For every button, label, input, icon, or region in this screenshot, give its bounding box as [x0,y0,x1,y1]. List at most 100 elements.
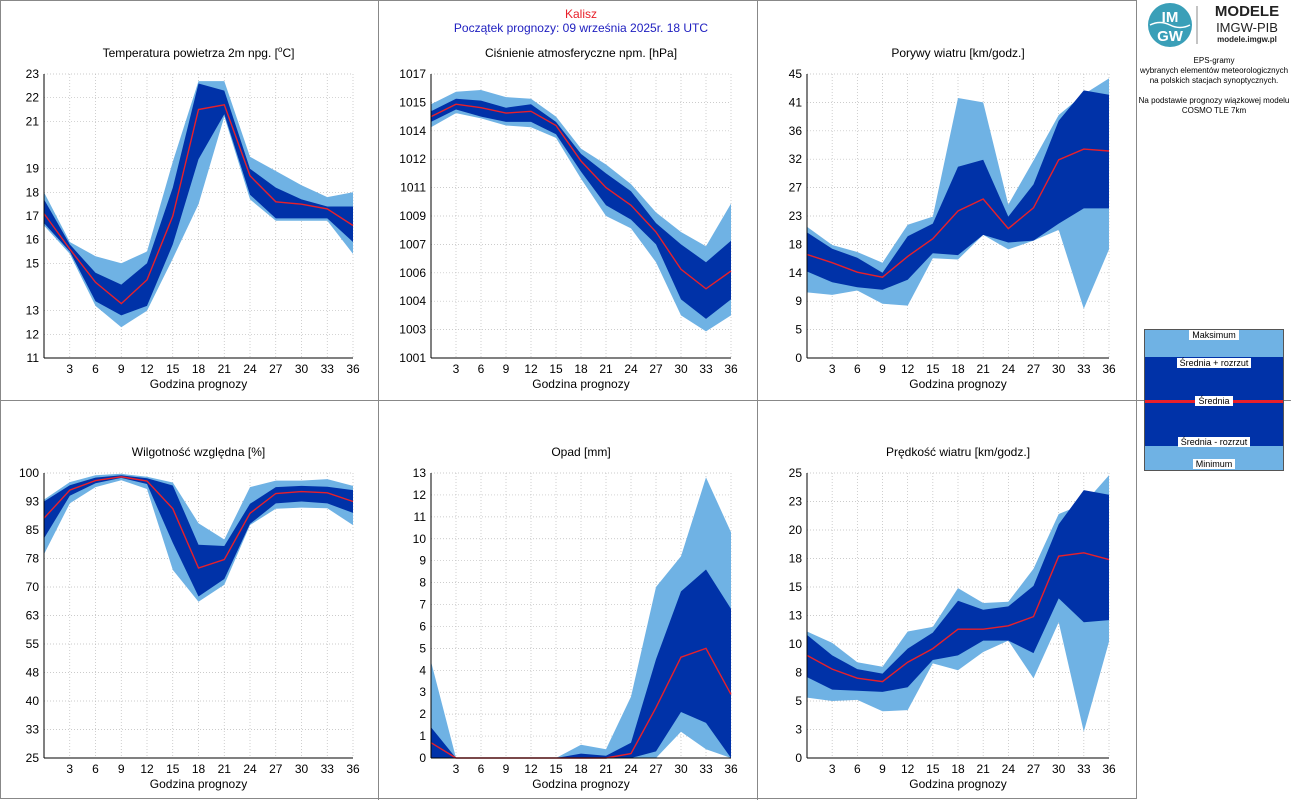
y-tick-label: 27 [789,181,803,195]
y-tick-label: 1004 [399,294,426,308]
info-line: COSMO TLE 7km [1181,106,1247,115]
x-tick-label: 9 [118,762,125,776]
y-tick-label: 1015 [399,95,426,109]
x-tick-label: 21 [218,762,232,776]
x-tick-label: 36 [724,362,738,376]
x-tick-label: 33 [1077,362,1091,376]
y-tick-label: 9 [795,294,802,308]
x-tick-label: 36 [1102,762,1116,776]
x-tick-label: 6 [92,762,99,776]
y-tick-label: 15 [789,580,803,594]
y-tick-label: 1009 [399,209,426,223]
x-tick-label: 6 [92,362,99,376]
x-tick-label: 6 [478,362,485,376]
x-tick-label: 3 [829,362,836,376]
x-tick-label: 27 [1027,762,1041,776]
x-tick-label: 21 [599,762,613,776]
x-tick-label: 9 [118,362,125,376]
imgw-logo: IM GW [1148,3,1198,47]
y-tick-label: 12 [413,488,427,502]
x-tick-label: 9 [879,762,886,776]
y-tick-label: 33 [26,723,40,737]
band-min-max [44,473,353,602]
y-tick-label: 1001 [399,351,426,365]
legend: Maksimum Średnia + rozrzut Średnia Średn… [1144,329,1284,471]
y-tick-label: 9 [419,554,426,568]
chart-panel: 1001 1003 1004 1006 1007 1009 1011 1012 1014 1015… [399,46,738,391]
x-tick-label: 6 [854,762,861,776]
logo-org: IMGW-PIB [1216,20,1278,35]
x-tick-label: 12 [901,362,915,376]
x-tick-label: 21 [218,362,232,376]
y-tick-label: 45 [789,67,803,81]
x-tick-label: 21 [599,362,613,376]
x-tick-label: 12 [140,362,154,376]
legend-mean: Średnia [1195,396,1233,406]
mean-line [43,104,354,305]
y-tick-label: 55 [26,637,40,651]
info-line: wybranych elementów meteorologicznych [1139,66,1289,75]
y-tick-label: 25 [789,466,803,480]
x-tick-label: 3 [829,762,836,776]
x-tick-label: 30 [674,362,688,376]
y-tick-label: 19 [26,162,40,176]
y-tick-label: 3 [419,685,426,699]
x-tick-label: 9 [503,762,510,776]
x-tick-label: 6 [854,362,861,376]
legend-max: Maksimum [1189,330,1239,340]
x-tick-label: 15 [166,362,180,376]
x-tick-label: 18 [192,762,206,776]
x-axis-label: Godzina prognozy [532,377,629,391]
chart-title: Opad [mm] [551,445,610,459]
x-tick-label: 9 [879,362,886,376]
station-title: Kalisz [565,7,597,21]
chart-title: Ciśnienie atmosferyczne npm. [hPa] [485,46,677,60]
x-tick-label: 24 [624,362,638,376]
y-tick-label: 8 [795,666,802,680]
x-tick-label: 12 [524,362,538,376]
x-tick-label: 24 [243,762,257,776]
y-tick-label: 10 [789,637,803,651]
y-tick-label: 16 [26,233,40,247]
x-tick-label: 18 [192,362,206,376]
x-tick-label: 12 [901,762,915,776]
x-tick-label: 27 [269,362,283,376]
mean-line [806,148,1110,278]
x-tick-label: 27 [649,762,663,776]
logo-url[interactable]: modele.imgw.pl [1217,35,1277,44]
x-tick-label: 3 [453,762,460,776]
y-tick-label: 1003 [399,323,426,337]
x-tick-label: 30 [1052,362,1066,376]
y-tick-label: 22 [26,91,40,105]
x-tick-label: 24 [624,762,638,776]
legend-mean-plus: Średnia + rozrzut [1176,358,1252,368]
logo-badge-bottom: GW [1157,28,1184,45]
y-tick-label: 41 [789,95,803,109]
y-tick-label: 48 [26,666,40,680]
x-tick-label: 18 [951,362,965,376]
logo-wave-icon [1149,21,1191,29]
band-spread [807,90,1109,290]
y-tick-label: 23 [789,209,803,223]
x-tick-label: 3 [66,762,73,776]
y-tick-label: 18 [26,185,40,199]
x-tick-label: 30 [295,762,309,776]
y-tick-label: 13 [413,466,427,480]
chart-title: Prędkość wiatru [km/godz.] [886,445,1030,459]
logo-title: MODELE [1214,3,1280,20]
x-tick-label: 12 [140,762,154,776]
y-tick-label: 17 [26,209,40,223]
y-tick-label: 63 [26,609,40,623]
band-spread [431,98,731,319]
logo-text-block: MODELE IMGW-PIB modele.imgw.pl [1204,4,1290,45]
forecast-start: Początek prognozy: 09 września 2025r. 18… [454,21,708,35]
y-tick-label: 11 [414,510,427,524]
y-tick-label: 1006 [399,266,426,280]
y-tick-label: 8 [419,576,426,590]
x-tick-label: 15 [926,762,940,776]
x-tick-label: 6 [478,762,485,776]
x-tick-label: 33 [321,762,335,776]
